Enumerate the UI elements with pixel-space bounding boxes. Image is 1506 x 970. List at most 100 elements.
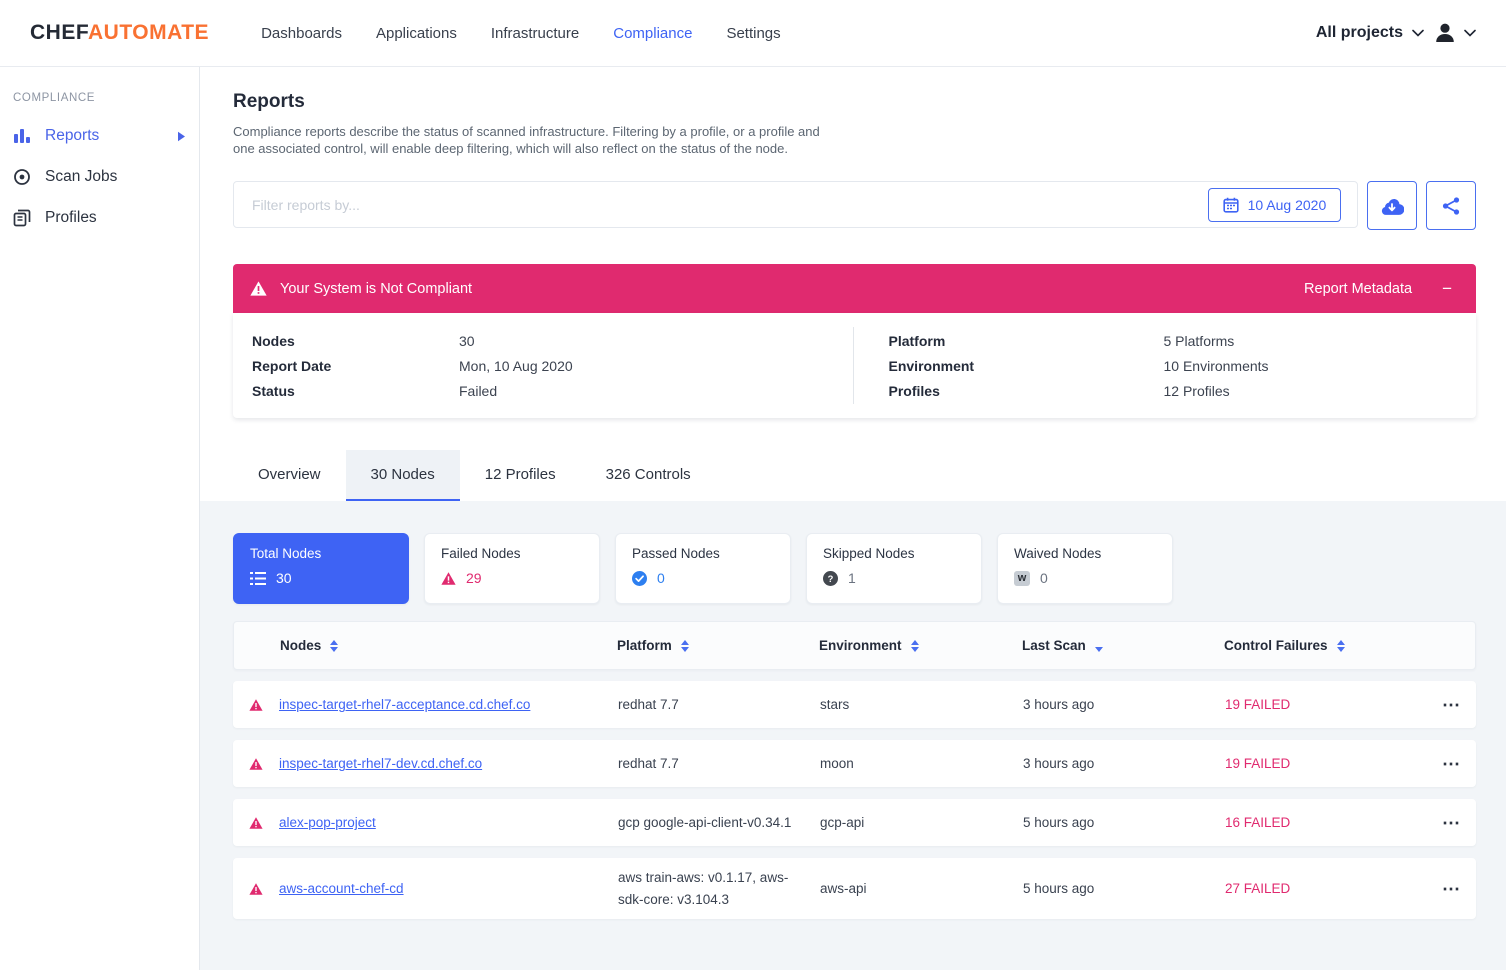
node-link[interactable]: inspec-target-rhel7-dev.cd.chef.co	[279, 756, 483, 772]
control-failures-cell: 16 FAILED	[1225, 815, 1291, 831]
svg-text:?: ?	[828, 574, 834, 584]
metadata-value: Failed	[459, 382, 498, 399]
table-row: alex-pop-project gcp google-api-client-v…	[233, 799, 1476, 847]
sidebar-item-label: Reports	[45, 127, 100, 144]
nav-dashboards[interactable]: Dashboards	[261, 24, 342, 42]
page-description-line2: one associated control, will enable deep…	[233, 140, 788, 156]
total-nodes-card[interactable]: Total Nodes 30	[233, 533, 409, 605]
environment-cell: stars	[820, 697, 850, 713]
card-label: Passed Nodes	[632, 546, 720, 562]
metadata-row: Nodes 30	[252, 328, 855, 353]
filter-reports-input[interactable]	[234, 182, 1358, 228]
skipped-nodes-card[interactable]: Skipped Nodes ? 1	[806, 533, 982, 605]
sort-environment-column[interactable]: Environment	[819, 638, 1022, 653]
top-nav: CHEFAUTOMATE Dashboards Applications Inf…	[0, 0, 1506, 67]
chevron-down-icon	[1412, 29, 1424, 37]
failed-nodes-card[interactable]: Failed Nodes 29	[424, 533, 600, 605]
nav-infrastructure[interactable]: Infrastructure	[490, 24, 580, 42]
table-row: inspec-target-rhel7-acceptance.cd.chef.c…	[233, 681, 1476, 729]
failed-status-icon	[249, 817, 263, 829]
metadata-left-column: Nodes 30 Report Date Mon, 10 Aug 2020 St…	[233, 328, 855, 403]
share-icon	[1442, 197, 1460, 215]
sort-control-failures-column[interactable]: Control Failures	[1224, 638, 1429, 653]
nav-compliance[interactable]: Compliance	[613, 24, 693, 42]
download-report-button[interactable]	[1367, 181, 1418, 231]
compliance-status-banner: Your System is Not Compliant Report Meta…	[233, 264, 1476, 314]
compliance-sidebar: COMPLIANCE Reports Scan Jobs	[0, 67, 200, 970]
tab-profiles[interactable]: 12 Profiles	[484, 466, 556, 484]
nav-right: All projects	[1316, 21, 1476, 45]
sort-nodes-column[interactable]: Nodes	[280, 638, 617, 653]
metadata-label: Report Date	[252, 357, 332, 374]
metadata-label: Status	[252, 382, 295, 399]
card-value: 0	[657, 570, 665, 587]
user-menu[interactable]	[1433, 21, 1476, 45]
nav-settings[interactable]: Settings	[726, 24, 781, 42]
platform-cell: aws train-aws: v0.1.17, aws-sdk-core: v3…	[618, 870, 789, 907]
projects-filter-dropdown[interactable]: All projects	[1316, 24, 1424, 42]
control-failures-cell: 19 FAILED	[1225, 756, 1291, 772]
failed-status-icon	[249, 883, 263, 895]
scan-target-icon	[14, 169, 30, 185]
tab-overview[interactable]: Overview	[258, 466, 321, 484]
report-date-label: 10 Aug 2020	[1247, 197, 1327, 214]
sidebar-item-scan-jobs[interactable]: Scan Jobs	[0, 160, 199, 194]
report-date-button[interactable]: 10 Aug 2020	[1207, 188, 1342, 223]
metadata-value: 10 Environments	[1163, 357, 1269, 374]
column-label: Control Failures	[1224, 638, 1328, 654]
failed-status-icon	[249, 699, 263, 711]
metadata-value: Mon, 10 Aug 2020	[459, 357, 573, 374]
row-menu-button[interactable]: ⋯	[1442, 812, 1460, 833]
filter-row: 10 Aug 2020	[233, 181, 1476, 231]
collapse-metadata-button[interactable]: −	[1438, 280, 1456, 297]
last-scan-cell: 5 hours ago	[1023, 881, 1095, 897]
column-label: Nodes	[280, 638, 322, 654]
page-description-line1: Compliance reports describe the status o…	[233, 124, 820, 139]
metadata-value: 5 Platforms	[1163, 332, 1235, 349]
metadata-row: Report Date Mon, 10 Aug 2020	[252, 353, 855, 378]
tab-nodes[interactable]: 30 Nodes	[345, 450, 460, 502]
sort-icon	[330, 639, 339, 652]
last-scan-cell: 3 hours ago	[1023, 756, 1095, 772]
card-label: Total Nodes	[250, 546, 322, 562]
sort-last-scan-column[interactable]: Last Scan	[1022, 638, 1224, 653]
chef-automate-logo[interactable]: CHEFAUTOMATE	[30, 21, 209, 45]
waived-icon: w	[1014, 570, 1030, 586]
failed-status-icon	[249, 758, 263, 770]
last-scan-cell: 5 hours ago	[1023, 815, 1095, 831]
passed-nodes-card[interactable]: Passed Nodes 0	[615, 533, 791, 605]
card-value: 30	[276, 570, 292, 587]
metadata-divider	[853, 327, 855, 405]
node-link[interactable]: alex-pop-project	[279, 815, 376, 831]
tab-controls[interactable]: 326 Controls	[605, 466, 691, 484]
waived-nodes-card[interactable]: Waived Nodes w 0	[997, 533, 1173, 605]
sidebar-item-label: Profiles	[45, 209, 97, 226]
environment-cell: moon	[820, 756, 854, 772]
expand-right-icon[interactable]	[177, 131, 186, 142]
share-report-button[interactable]	[1426, 181, 1476, 231]
sort-platform-column[interactable]: Platform	[617, 638, 819, 653]
metadata-label: Environment	[888, 357, 975, 374]
sidebar-section-label: COMPLIANCE	[13, 92, 96, 104]
sidebar-item-reports[interactable]: Reports	[0, 119, 199, 153]
sort-desc-icon	[1094, 640, 1103, 652]
last-scan-cell: 3 hours ago	[1023, 697, 1095, 713]
node-link[interactable]: aws-account-chef-cd	[279, 881, 404, 897]
card-value: 0	[1040, 570, 1048, 587]
card-label: Waived Nodes	[1014, 546, 1102, 562]
column-label: Platform	[617, 638, 672, 654]
table-row: inspec-target-rhel7-dev.cd.chef.co redha…	[233, 740, 1476, 788]
table-row: aws-account-chef-cd aws train-aws: v0.1.…	[233, 858, 1476, 920]
nav-applications[interactable]: Applications	[375, 24, 457, 42]
metadata-label: Profiles	[888, 382, 940, 399]
cloud-download-icon	[1382, 198, 1405, 215]
column-label: Last Scan	[1022, 638, 1086, 654]
chevron-down-icon	[1464, 29, 1476, 37]
node-link[interactable]: inspec-target-rhel7-acceptance.cd.chef.c…	[279, 697, 531, 713]
metadata-label: Platform	[888, 332, 946, 349]
row-menu-button[interactable]: ⋯	[1442, 694, 1460, 715]
row-menu-button[interactable]: ⋯	[1442, 753, 1460, 774]
sidebar-item-profiles[interactable]: Profiles	[0, 201, 199, 235]
row-menu-button[interactable]: ⋯	[1442, 878, 1460, 899]
metadata-row: Profiles 12 Profiles	[889, 378, 1477, 403]
